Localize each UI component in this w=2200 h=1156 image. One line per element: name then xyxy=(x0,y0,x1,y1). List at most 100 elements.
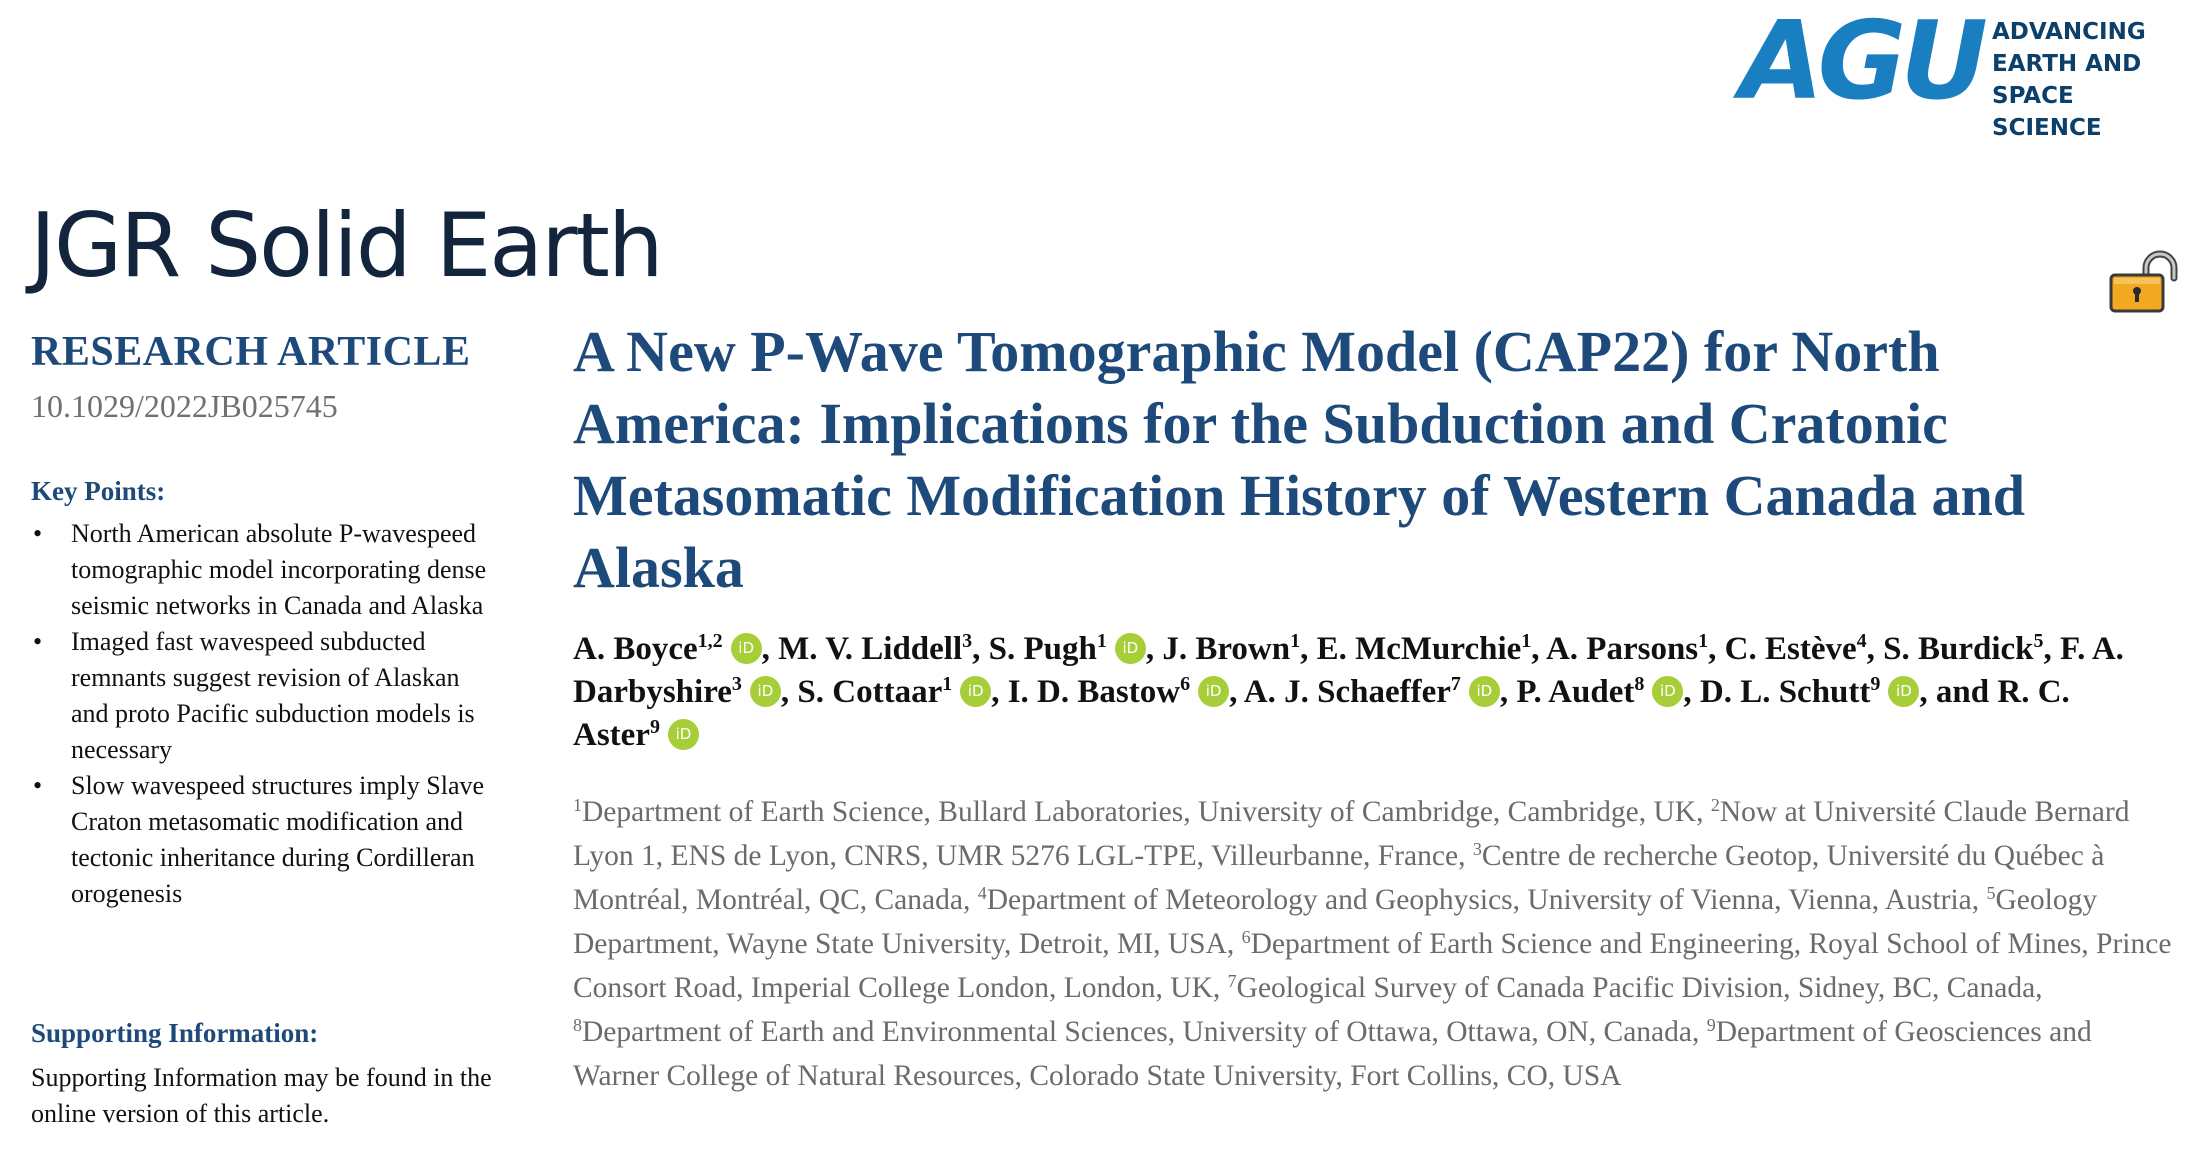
affiliation: 2Now at Université Claude Bernard Lyon 1… xyxy=(573,796,2129,872)
affiliation-text: Department of Earth Science, Bullard Lab… xyxy=(582,796,1711,828)
author: C. Estève4, xyxy=(1725,631,1883,667)
affiliation: 5Geology Department, Wayne State Univers… xyxy=(573,884,2097,960)
author-separator: , xyxy=(1866,631,1884,667)
supporting-information-text: Supporting Information may be found in t… xyxy=(31,1063,492,1128)
author: A. Parsons1, xyxy=(1546,631,1725,667)
author-name: E. McMurchie xyxy=(1316,631,1522,667)
doi[interactable]: 10.1029/2022JB025745 xyxy=(31,388,338,424)
author-name: S. Cottaar xyxy=(797,674,943,710)
affiliation-number: 3 xyxy=(1472,839,1482,859)
author: S. Pugh1 iD, xyxy=(989,631,1163,667)
author-separator: , xyxy=(1145,631,1163,667)
author: P. Audet8 iD, xyxy=(1516,674,1699,710)
journal-name: JGR Solid Earth xyxy=(30,194,664,297)
affiliation-text: Centre de recherche Geotop, Université d… xyxy=(573,840,2105,916)
author-affiliation-number: 1 xyxy=(1096,630,1107,652)
orcid-icon[interactable]: iD xyxy=(1114,633,1146,664)
author-separator: , xyxy=(1499,674,1517,710)
article-type: RESEARCH ARTICLE xyxy=(31,329,471,375)
author-name: C. Estève xyxy=(1724,631,1857,667)
orcid-icon[interactable]: iD xyxy=(960,676,992,707)
author-affiliation-number: 9 xyxy=(649,716,660,738)
author-name: R. C. Aster xyxy=(573,674,2070,753)
author-separator: , xyxy=(780,674,798,710)
affiliation: 8Department of Earth and Environmental S… xyxy=(573,1016,1707,1048)
affiliation-number: 4 xyxy=(977,883,987,903)
orcid-icon[interactable]: iD xyxy=(749,676,781,707)
key-points-list: North American absolute P-wavespeed tomo… xyxy=(31,516,501,912)
author: R. C. Aster9 iD xyxy=(573,674,2070,753)
orcid-icon[interactable]: iD xyxy=(1468,676,1500,707)
author-affiliation-number: 1 xyxy=(942,673,953,695)
affiliation: 1Department of Earth Science, Bullard La… xyxy=(573,796,1711,828)
author-name: S. Burdick xyxy=(1883,631,2034,667)
affiliation-number: 1 xyxy=(573,795,582,815)
author: I. D. Bastow6 iD, xyxy=(1008,674,1244,710)
author: A. J. Schaeffer7 iD, xyxy=(1244,674,1517,710)
author-name: S. Pugh xyxy=(988,631,1097,667)
agu-logo: AGU ADVANCING EARTH AND SPACE SCIENCE xyxy=(1740,8,2190,142)
author-affiliation-number: 4 xyxy=(1856,630,1867,652)
author-separator: , xyxy=(972,631,989,667)
affiliation-number: 9 xyxy=(1706,1015,1716,1035)
author-name: M. V. Liddell xyxy=(778,631,963,667)
affiliation-text: Now at Université Claude Bernard Lyon 1,… xyxy=(573,796,2130,872)
author-separator: , xyxy=(991,674,1008,710)
key-point: Slow wavespeed structures imply Slave Cr… xyxy=(31,768,501,912)
author-separator: , and xyxy=(1919,674,1998,710)
author-affiliation-number: 3 xyxy=(731,673,742,695)
author-affiliation-number: 1 xyxy=(1521,630,1532,652)
open-lock-icon xyxy=(2108,248,2184,314)
author-separator: , xyxy=(2043,631,2061,667)
orcid-icon[interactable]: iD xyxy=(667,719,699,750)
author-separator: , xyxy=(1300,631,1317,667)
author-affiliation-number: 1 xyxy=(1698,630,1709,652)
author-separator: , xyxy=(1531,631,1546,667)
affiliation-text: Department of Geosciences and Warner Col… xyxy=(573,1016,2092,1092)
author: D. L. Schutt9 iD, and xyxy=(1700,674,1998,710)
orcid-icon[interactable]: iD xyxy=(730,633,762,664)
open-lock-icon-graphic xyxy=(2109,250,2178,313)
author: E. McMurchie1, xyxy=(1317,631,1546,667)
author-affiliation-number: 8 xyxy=(1634,673,1645,695)
author-name: F. A. Darbyshire xyxy=(573,631,2124,710)
author-separator: , xyxy=(1229,674,1244,710)
author-affiliation-number: 3 xyxy=(962,630,973,652)
author: J. Brown1, xyxy=(1162,631,1316,667)
affiliation: 9Department of Geosciences and Warner Co… xyxy=(573,1016,2092,1092)
orcid-icon[interactable]: iD xyxy=(1198,676,1230,707)
affiliation: 7Geological Survey of Canada Pacific Div… xyxy=(1228,972,2043,1004)
affiliation-number: 5 xyxy=(1986,883,1996,903)
affiliation-text: Department of Earth and Environmental Sc… xyxy=(582,1016,1707,1048)
affiliation: 6Department of Earth Science and Enginee… xyxy=(573,928,2171,1004)
agu-logo-mark: AGU xyxy=(1740,0,1988,124)
author-affiliation-number: 5 xyxy=(2033,630,2044,652)
author-affiliation-number: 6 xyxy=(1180,673,1191,695)
author: A. Boyce1,2 iD, xyxy=(573,631,778,667)
affiliations: 1Department of Earth Science, Bullard La… xyxy=(573,790,2173,1098)
key-points-heading: Key Points: xyxy=(31,476,166,506)
agu-logo-tagline: ADVANCING EARTH AND SPACE SCIENCE xyxy=(1992,19,2146,141)
author-name: J. Brown xyxy=(1162,631,1291,667)
author-affiliation-number: 7 xyxy=(1450,673,1461,695)
orcid-icon[interactable]: iD xyxy=(1652,676,1684,707)
affiliation-text: Geological Survey of Canada Pacific Divi… xyxy=(1236,972,2043,1004)
affiliation: 4Department of Meteorology and Geophysic… xyxy=(978,884,1987,916)
author-affiliation-number: 1 xyxy=(1290,630,1301,652)
affiliation-text: Department of Earth Science and Engineer… xyxy=(573,928,2172,1004)
author: S. Cottaar1 iD, xyxy=(797,674,1007,710)
affiliation-number: 8 xyxy=(573,1015,582,1035)
author-separator: , xyxy=(1708,631,1725,667)
affiliation: 3Centre de recherche Geotop, Université … xyxy=(573,840,2104,916)
author-name: A. Parsons xyxy=(1545,631,1699,667)
affiliation-number: 2 xyxy=(1710,795,1720,815)
author-name: A. Boyce xyxy=(573,631,698,667)
author-separator: , xyxy=(1683,674,1700,710)
author-name: I. D. Bastow xyxy=(1007,674,1181,710)
orcid-icon[interactable]: iD xyxy=(1888,676,1920,707)
author-name: D. L. Schutt xyxy=(1699,674,1871,710)
author-name: A. J. Schaeffer xyxy=(1243,674,1451,710)
key-point: North American absolute P-wavespeed tomo… xyxy=(31,516,501,624)
affiliation-number: 6 xyxy=(1241,927,1251,947)
author: S. Burdick5, xyxy=(1883,631,2060,667)
